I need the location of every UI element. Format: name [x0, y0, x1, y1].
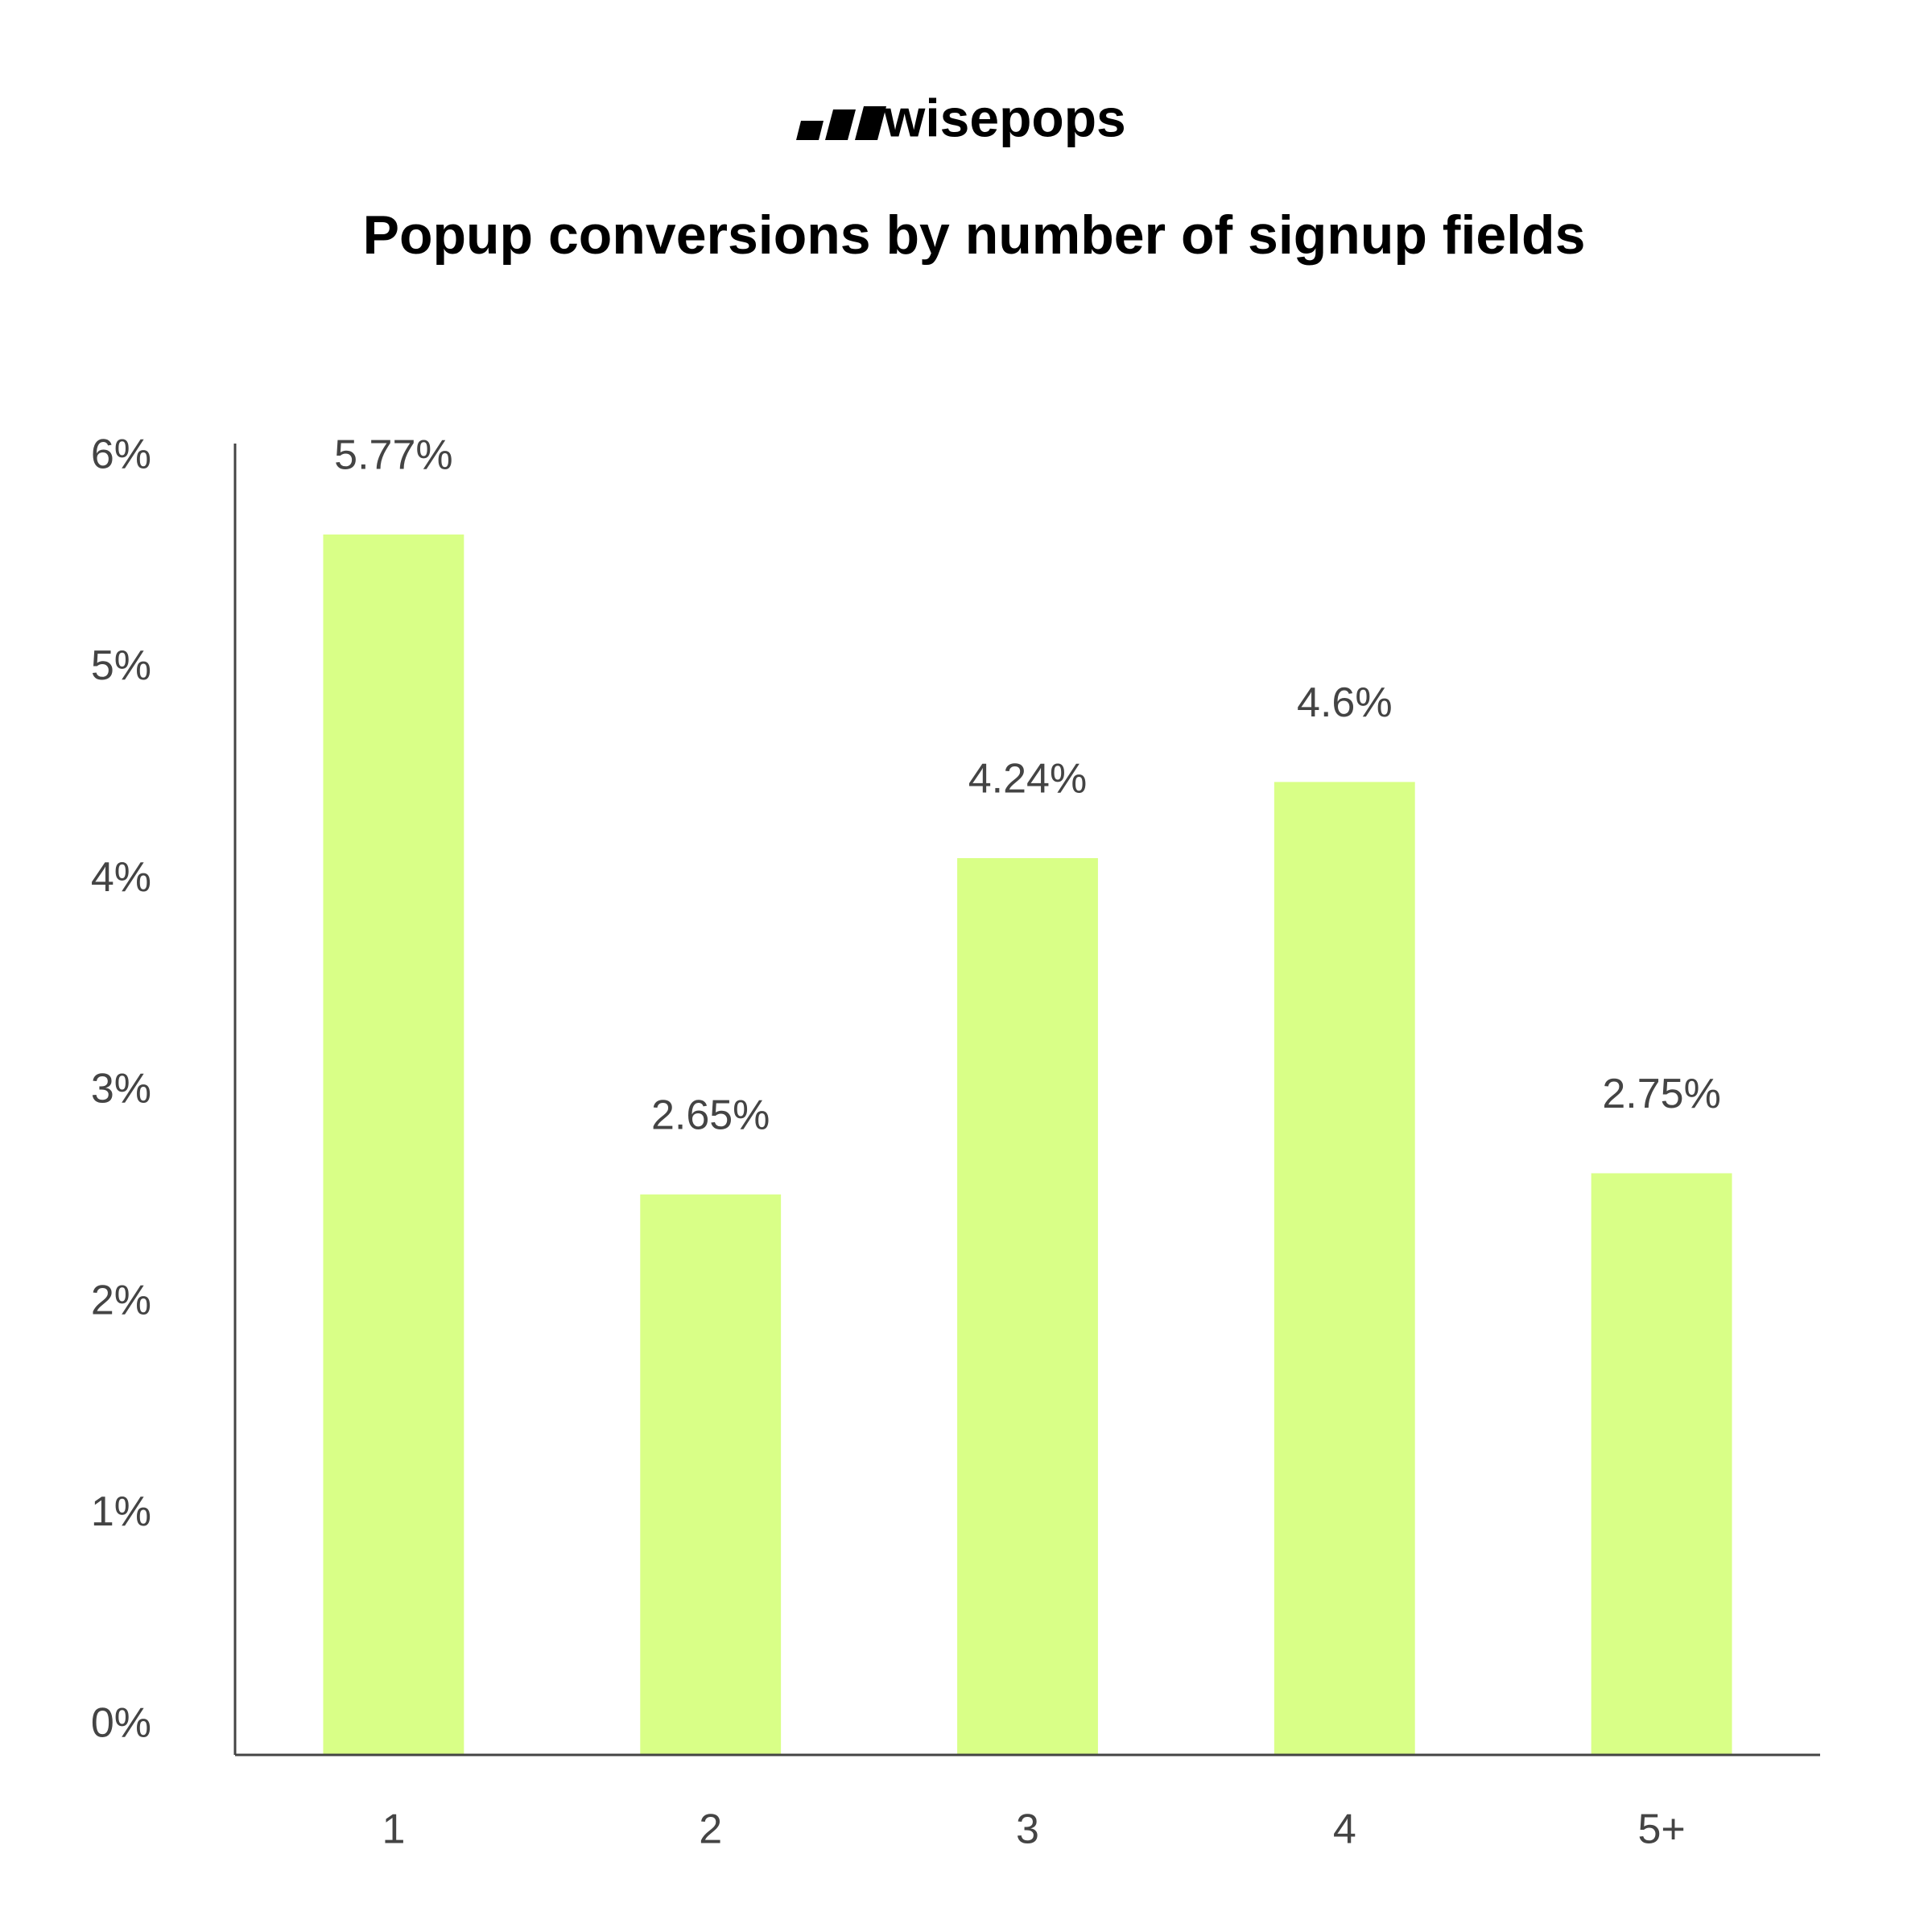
x-tick-label: 3: [1016, 1806, 1039, 1853]
value-label: 2.65%: [651, 1092, 770, 1138]
x-tick-label: 4: [1333, 1806, 1356, 1853]
bar: [1274, 782, 1415, 1755]
value-label: 5.77%: [334, 432, 452, 479]
bar: [957, 857, 1098, 1755]
x-tick-label: 5+: [1637, 1806, 1685, 1853]
chart-title: Popup conversions by number of signup fi…: [363, 204, 1586, 266]
y-tick-label: 4%: [91, 854, 151, 901]
y-tick-label: 0%: [91, 1700, 151, 1747]
bar: [640, 1194, 782, 1755]
value-label: 4.6%: [1297, 679, 1393, 726]
y-tick-label: 2%: [91, 1277, 151, 1323]
value-label: 2.75%: [1602, 1071, 1720, 1117]
value-label: 4.24%: [968, 756, 1087, 803]
y-tick-label: 3%: [91, 1066, 151, 1113]
logo-icon: [796, 106, 886, 140]
x-tick-label: 2: [699, 1806, 722, 1853]
brand: wisepops: [883, 88, 1126, 147]
y-tick-label: 1%: [91, 1488, 151, 1535]
x-tick-label: 1: [382, 1806, 405, 1853]
bar: [323, 534, 464, 1755]
y-tick-label: 6%: [91, 431, 151, 477]
y-tick-label: 5%: [91, 642, 151, 689]
bar: [1591, 1173, 1732, 1755]
